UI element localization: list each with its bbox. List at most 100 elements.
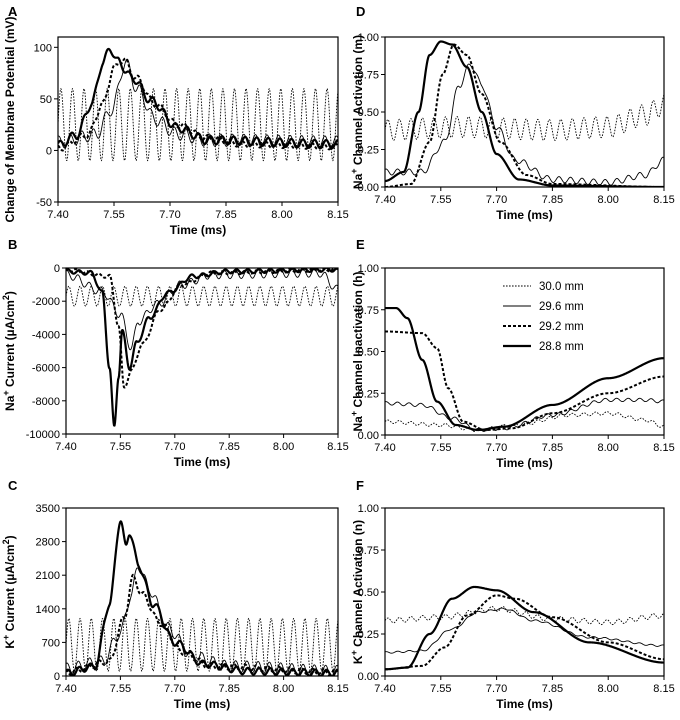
series-group: [385, 40, 664, 187]
series-line-292: [385, 43, 664, 187]
x-tick-label: 7.40: [374, 194, 395, 206]
y-tick-label: 1.00: [358, 263, 379, 275]
panel-label-a: A: [8, 4, 18, 19]
y-tick-label: 1.00: [358, 32, 379, 44]
series-group: [385, 306, 664, 432]
plot-frame: [65, 507, 339, 677]
y-axis-label: K+ Channel Activation (n): [349, 520, 365, 664]
y-axis-label: Na+ Current (µA/cm2): [1, 291, 17, 411]
x-tick-label: 8.00: [271, 209, 292, 221]
x-tick-label: 7.70: [486, 683, 507, 695]
x-tick-label: 7.70: [159, 209, 180, 221]
x-tick-label: 7.70: [486, 442, 507, 454]
panel-f: F 7.40 7.55 7.70 7.85 8.00 8.15 0.00 0.25 0.50 0.7…: [356, 478, 675, 711]
series-line-296: [385, 607, 664, 654]
y-tick-label: 0: [54, 671, 60, 683]
series-line-288: [58, 47, 338, 150]
x-tick-label: 8.15: [327, 441, 348, 453]
x-tick-label: 7.70: [164, 441, 185, 453]
y-axis-label: Na+ Channel Inactivation (h): [349, 272, 365, 432]
x-tick-label: 7.40: [55, 441, 76, 453]
y-axis-label: Change of Membrane Potential (mV): [3, 16, 17, 222]
panel-d: D 7.40 7.55 7.70 7.85 8.00 8.15 0.00 0.25 0.50 0.7…: [356, 4, 675, 222]
series-line-300: [385, 411, 664, 432]
y-tick-label: 0.25: [358, 629, 379, 641]
x-tick-label: 7.85: [542, 683, 563, 695]
series-line-300: [385, 606, 664, 626]
y-tick-label: 0.75: [358, 545, 379, 557]
series-line-300: [385, 94, 664, 141]
panel-label-b: B: [8, 237, 17, 252]
x-tick-label: 7.55: [430, 442, 451, 454]
series-line-288: [385, 585, 664, 671]
panel-c: C 7.40 7.55 7.70 7.85 8.00 8.15 0 700 1400 2100 280…: [8, 478, 349, 711]
series-group: [58, 47, 338, 162]
x-tick-label: 7.55: [110, 441, 131, 453]
series-line-300: [66, 285, 338, 307]
x-tick-label: 7.40: [55, 683, 76, 695]
legend-label: 29.6 mm: [539, 301, 584, 313]
y-tick-label: 0.00: [358, 430, 379, 442]
y-tick-label: 0: [46, 145, 52, 157]
x-tick-label: 8.00: [273, 441, 294, 453]
y-tick-label: -2000: [32, 296, 60, 308]
panel-b: B 7.40 7.55 7.70 7.85 8.00 8.15 -10000 -8000 -600…: [8, 237, 349, 469]
x-tick-label: 8.15: [327, 209, 348, 221]
series-group: [66, 520, 338, 676]
y-tick-label: 0.00: [358, 182, 379, 194]
x-tick-label: 8.15: [327, 683, 348, 695]
x-tick-label: 8.15: [653, 194, 674, 206]
series-line-300: [58, 88, 338, 162]
y-tick-label: 0.25: [358, 388, 379, 400]
y-tick-label: -10000: [26, 429, 60, 441]
plot-frame: [384, 267, 665, 436]
y-tick-label: 50: [40, 94, 52, 106]
x-axis-label: Time (ms): [170, 223, 226, 237]
x-axis-label: Time (ms): [174, 697, 230, 711]
x-axis-label: Time (ms): [496, 208, 552, 222]
legend-label: 29.2 mm: [539, 321, 584, 333]
x-tick-label: 7.85: [215, 209, 236, 221]
series-group: [385, 585, 664, 671]
x-tick-label: 8.00: [597, 194, 618, 206]
x-tick-label: 8.15: [653, 683, 674, 695]
series-line-296: [66, 567, 338, 676]
series-line-292: [385, 594, 664, 671]
panel-label-f: F: [356, 478, 364, 493]
x-tick-label: 7.55: [430, 683, 451, 695]
y-tick-label: 0.00: [358, 671, 379, 683]
series-line-296: [385, 397, 664, 432]
legend: 30.0 mm 29.6 mm 29.2 mm 28.8 mm: [503, 281, 584, 353]
panel-label-c: C: [8, 478, 18, 493]
x-axis-label: Time (ms): [496, 697, 552, 711]
x-tick-label: 8.00: [597, 683, 618, 695]
y-tick-label: 700: [42, 637, 60, 649]
series-line-296: [385, 63, 664, 186]
x-tick-label: 7.70: [486, 194, 507, 206]
y-tick-label: -6000: [32, 363, 60, 375]
y-tick-label: 0.75: [358, 70, 379, 82]
series-line-300: [66, 617, 338, 672]
plot-frame: [65, 267, 339, 435]
panel-label-e: E: [356, 237, 365, 252]
x-tick-label: 8.00: [273, 683, 294, 695]
series-line-288: [66, 520, 338, 676]
y-tick-label: 2100: [36, 570, 60, 582]
legend-label: 28.8 mm: [539, 341, 584, 353]
series-group: [66, 268, 338, 427]
x-tick-label: 7.85: [218, 441, 239, 453]
x-tick-label: 7.70: [164, 683, 185, 695]
series-line-292: [66, 268, 338, 389]
y-tick-label: 3500: [36, 503, 60, 515]
y-tick-label: -4000: [32, 329, 60, 341]
y-axis-label: K+ Current (µA/cm2): [1, 535, 17, 648]
x-tick-label: 7.40: [374, 442, 395, 454]
y-tick-label: 0.50: [358, 587, 379, 599]
y-tick-label: 0.25: [358, 145, 379, 157]
x-axis-label: Time (ms): [496, 456, 552, 470]
y-tick-label: 2800: [36, 537, 60, 549]
x-tick-label: 8.15: [653, 442, 674, 454]
series-line-288: [66, 268, 338, 427]
y-tick-label: 0.75: [358, 305, 379, 317]
